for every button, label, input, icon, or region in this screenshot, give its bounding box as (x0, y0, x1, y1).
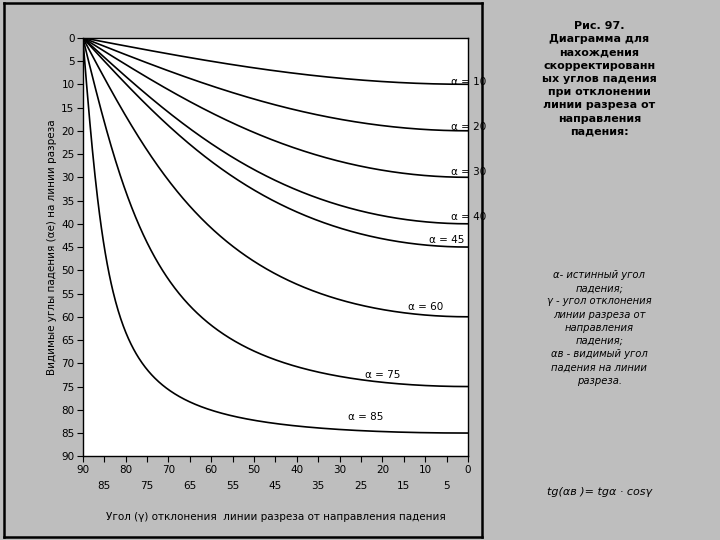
Text: α = 30: α = 30 (451, 167, 486, 177)
Text: α = 75: α = 75 (365, 370, 400, 380)
Text: α = 85: α = 85 (348, 412, 384, 422)
Text: α = 45: α = 45 (429, 235, 465, 245)
Text: α = 10: α = 10 (451, 77, 486, 87)
Text: Угол (γ) отклонения  линии разреза от направления падения: Угол (γ) отклонения линии разреза от нап… (106, 512, 445, 522)
Text: α = 40: α = 40 (451, 212, 486, 222)
Y-axis label: Видимые углы падения (αе) на линии разреза: Видимые углы падения (αе) на линии разре… (47, 119, 57, 375)
Text: tg(αв )= tgα · cosγ: tg(αв )= tgα · cosγ (546, 487, 652, 497)
Text: α = 60: α = 60 (408, 302, 444, 313)
Text: α = 20: α = 20 (451, 122, 486, 132)
Text: Рис. 97.
Диаграмма для
нахождения
скорректированн
ых углов падения
при отклонени: Рис. 97. Диаграмма для нахождения скорре… (542, 21, 657, 137)
Text: α- истинный угол
падения;
γ - угол отклонения
линии разреза от
направления
паден: α- истинный угол падения; γ - угол откло… (547, 270, 652, 386)
